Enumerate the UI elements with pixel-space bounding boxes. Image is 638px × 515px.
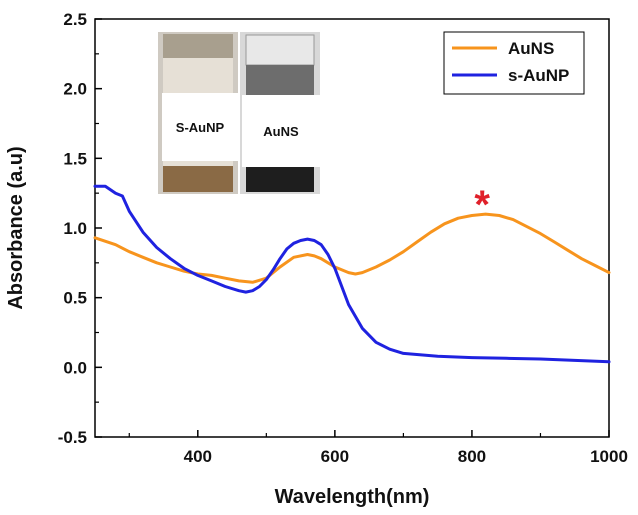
vial-right-liquid: [246, 166, 314, 192]
y-tick-label: 2.0: [63, 80, 87, 99]
series-line-auns: [93, 212, 611, 284]
vial-left-label-box: [162, 93, 238, 161]
y-tick-label: 1.5: [63, 149, 87, 168]
series-line-s-aunp: [93, 184, 611, 364]
vial-left-cap: [163, 34, 233, 58]
y-tick-label: 0.0: [63, 358, 87, 377]
vial-right-cap: [245, 34, 315, 66]
legend: AuNS s-AuNP: [443, 31, 585, 95]
series-group: [93, 184, 611, 364]
y-tick-label: 0.5: [63, 289, 87, 308]
y-axis-title: Absorbance (a.u): [5, 146, 27, 309]
y-axis-ticks: -0.5 0.0 0.5 1.0 1.5 2.0 2.5: [58, 10, 102, 447]
y-tick-label: 1.0: [63, 219, 87, 238]
legend-label-s-aunp: s-AuNP: [508, 66, 569, 85]
legend-box: [443, 31, 585, 95]
x-tick-label: 1000: [590, 447, 628, 466]
x-axis-title: Wavelength(nm): [275, 486, 430, 508]
peak-annotation-star: *: [474, 183, 490, 227]
vial-right-label-box: [242, 95, 320, 167]
x-tick-label: 800: [458, 447, 486, 466]
vial-right-label: AuNS: [263, 124, 299, 139]
y-tick-label: -0.5: [58, 428, 87, 447]
legend-label-ausn: AuNS: [508, 39, 554, 58]
inset-vials-photo: S-AuNP AuNS: [158, 32, 320, 194]
y-tick-label: 2.5: [63, 10, 87, 29]
x-tick-label: 400: [184, 447, 212, 466]
vial-left-label: S-AuNP: [176, 120, 225, 135]
x-tick-label: 600: [321, 447, 349, 466]
vial-left-liquid: [163, 166, 233, 192]
x-axis-ticks: 400 600 800 1000: [128, 430, 628, 466]
